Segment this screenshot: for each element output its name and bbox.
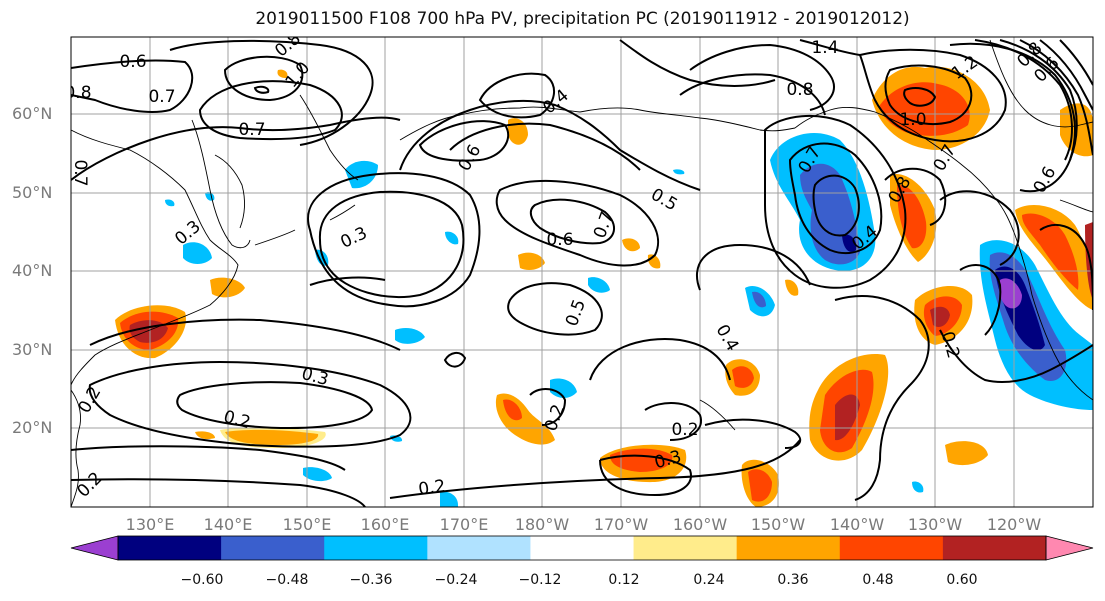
contour-label: 0.8 (64, 83, 91, 103)
lon-label: 150°E (282, 515, 332, 534)
colorbar-cell (324, 536, 428, 560)
contour-label: 0.5 (647, 185, 680, 216)
lat-label: 50°N (12, 183, 53, 202)
lat-label: 40°N (12, 261, 53, 280)
map-frame (70, 36, 1094, 508)
lon-label: 170°E (439, 515, 489, 534)
colorbar-tick-label: −0.60 (180, 572, 224, 588)
contour-label: 1.0 (899, 110, 926, 130)
map-title: 2019011500 F108 700 hPa PV, precipitatio… (255, 9, 910, 29)
colorbar-tick-label: 0.12 (608, 572, 640, 588)
contour-label: 0.2 (671, 420, 698, 440)
contour-label: 0.3 (338, 223, 371, 253)
lon-label: 160°W (672, 515, 728, 534)
colorbar-tick-label: 0.60 (946, 572, 978, 588)
pv-contours (71, 39, 1093, 507)
contour-label: 0.7 (70, 159, 90, 186)
lon-label: 160°E (360, 515, 410, 534)
colorbar-cell (221, 536, 325, 560)
lon-label: 130°W (907, 515, 963, 534)
colorbar-cell (530, 536, 635, 560)
lon-label: 170°W (593, 515, 649, 534)
contour-label: 0.7 (148, 87, 175, 107)
colorbar-tick-label: −0.12 (518, 572, 562, 588)
negative-patch-west-coast (979, 240, 1093, 410)
contour-label: 0.2 (937, 329, 963, 360)
contour-label: 1.0 (282, 58, 315, 92)
contour-label: 0.2 (417, 476, 447, 500)
colorbar-tick-label: −0.24 (434, 572, 478, 588)
lon-label: 140°E (203, 515, 253, 534)
colorbar-cell (736, 536, 841, 560)
colorbar-tick-label: −0.48 (265, 572, 309, 588)
colorbar-extend-high (1046, 536, 1093, 560)
contour-label: 0.7 (590, 209, 618, 241)
contour-label: 0.6 (119, 52, 146, 72)
positive-patch-subtropical-central (495, 118, 988, 483)
colorbar-cell (118, 536, 222, 560)
colorbar-extend-low (71, 536, 118, 560)
colorbar-tick-label: 0.48 (862, 572, 894, 588)
colorbar-cell (839, 536, 944, 560)
lat-label: 30°N (12, 340, 53, 359)
contour-label: 0.2 (75, 383, 106, 416)
contour-label: 0.4 (539, 86, 573, 119)
contour-label: 0.6 (546, 230, 573, 250)
contour-label: 0.5 (562, 297, 590, 329)
coastlines (71, 39, 1093, 507)
colorbar-cell (942, 536, 1047, 560)
colorbar-tick-label: 0.36 (777, 572, 809, 588)
contour-label: 0.8 (786, 80, 813, 100)
contour-label: 0.3 (299, 364, 330, 390)
colorbar (70, 535, 1094, 561)
contour-label: 1.4 (811, 38, 838, 58)
colorbar-tick-label: −0.36 (349, 572, 393, 588)
lon-label: 140°W (829, 515, 885, 534)
lat-label: 20°N (12, 418, 53, 437)
lon-label: 130°E (125, 515, 175, 534)
positive-patch-subtropical-east (725, 354, 889, 507)
lon-label: 180°W (514, 515, 570, 534)
contour-label: 0.7 (238, 120, 265, 140)
colorbar-cell (633, 536, 738, 560)
colorbar-cell (427, 536, 531, 560)
contour-label: 0.6 (455, 141, 486, 174)
lon-label: 120°W (986, 515, 1042, 534)
lon-label: 150°W (750, 515, 806, 534)
lat-label: 60°N (12, 104, 53, 123)
colorbar-tick-label: 0.24 (693, 572, 725, 588)
